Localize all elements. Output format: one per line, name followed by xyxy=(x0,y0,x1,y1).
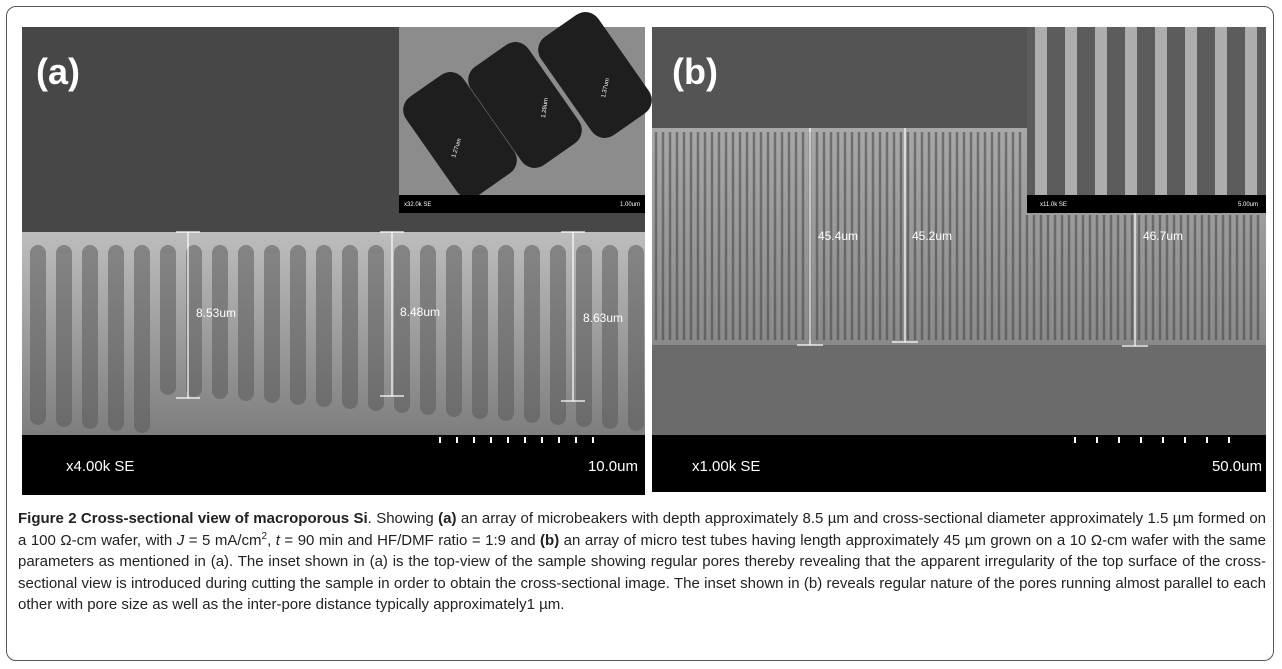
texture xyxy=(472,245,488,419)
scale-label: 10.0um xyxy=(588,458,638,475)
texture xyxy=(134,245,150,433)
texture xyxy=(1155,27,1167,195)
texture xyxy=(238,245,254,401)
texture xyxy=(290,245,306,405)
caption-text: 2 xyxy=(261,530,268,542)
texture xyxy=(628,245,644,431)
measure-label: 46.7um xyxy=(1143,229,1183,243)
texture xyxy=(394,245,410,413)
caption-text: , xyxy=(267,531,276,549)
texture xyxy=(1185,27,1197,195)
texture xyxy=(446,245,462,417)
texture xyxy=(316,245,332,407)
texture xyxy=(1245,27,1257,195)
texture xyxy=(1095,27,1107,195)
magnification: x4.00k SE xyxy=(66,458,134,475)
measure-label: 45.2um xyxy=(912,229,952,243)
panel-label: (b) xyxy=(672,51,718,92)
measure-label: 8.63um xyxy=(583,311,623,325)
texture xyxy=(403,72,517,198)
inset-scale: 5.00um xyxy=(1238,202,1258,208)
texture xyxy=(498,245,514,421)
caption-text: (b) xyxy=(540,531,560,549)
texture xyxy=(1035,27,1047,195)
texture xyxy=(1215,27,1227,195)
texture xyxy=(264,245,280,403)
texture xyxy=(30,245,46,425)
inset-scale: 1.00um xyxy=(620,202,640,208)
panel-a: (a) 8.53um 8.48um 8.63um x4.00k SE 10.0u… xyxy=(22,12,652,495)
caption-text: . Showing xyxy=(367,510,439,527)
figure-images: (a) 8.53um 8.48um 8.63um x4.00k SE 10.0u… xyxy=(22,12,1266,495)
caption-title: Figure 2 Cross-sectional view of macropo… xyxy=(18,510,368,527)
caption-text: (a) xyxy=(438,510,457,527)
texture xyxy=(1065,27,1077,195)
measure-label: 45.4um xyxy=(818,229,858,243)
magnification: x1.00k SE xyxy=(692,458,760,475)
texture xyxy=(524,245,540,423)
figure-frame xyxy=(6,6,1274,661)
caption-text: an array of micro test tubes having leng… xyxy=(18,531,1266,614)
texture xyxy=(538,12,652,138)
inset-measure: 1.27um xyxy=(451,138,463,159)
texture xyxy=(468,42,582,168)
inset-measure: 1.37um xyxy=(601,78,611,99)
texture xyxy=(368,245,384,411)
texture xyxy=(56,245,72,427)
texture xyxy=(1125,27,1137,195)
texture xyxy=(212,245,228,399)
caption: Figure 2 Cross-sectional view of macropo… xyxy=(18,508,1266,616)
texture xyxy=(550,245,566,425)
texture xyxy=(602,245,618,429)
panel-b: (b) 45.4um 45.2um 46.7um x1.00k SE 50.0u… xyxy=(652,27,1266,492)
inset-measure: 1.28um xyxy=(541,98,550,119)
measure-label: 8.48um xyxy=(400,305,440,319)
inset-magnification: x11.0k SE xyxy=(1040,202,1067,208)
texture xyxy=(108,245,124,431)
caption-text: an array of microbeakers with depth appr… xyxy=(18,510,1267,549)
caption-text: = 5 mA/cm xyxy=(184,531,262,549)
caption-text: t xyxy=(275,531,280,549)
texture xyxy=(160,245,176,395)
texture xyxy=(82,245,98,429)
texture xyxy=(420,245,436,415)
caption-text: J xyxy=(176,531,185,549)
scale-label: 50.0um xyxy=(1212,458,1262,475)
measure-label: 8.53um xyxy=(196,306,236,320)
inset-magnification: x32.0k SE xyxy=(404,202,431,208)
texture xyxy=(576,245,592,427)
caption-text: = 90 min and HF/DMF ratio = 1:9 and xyxy=(279,531,541,549)
panel-label: (a) xyxy=(36,51,80,92)
texture xyxy=(186,245,202,397)
texture xyxy=(342,245,358,409)
